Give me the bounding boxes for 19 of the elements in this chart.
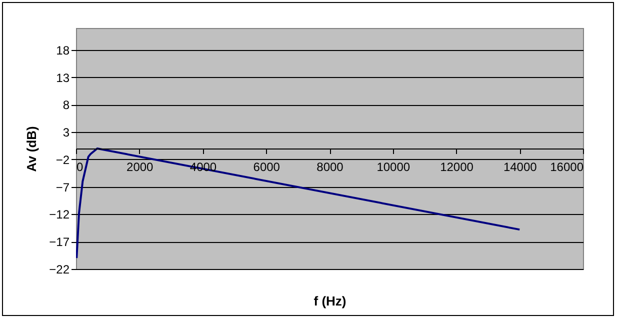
y-tick-label: 3 bbox=[62, 126, 70, 140]
x-tick-label: 8000 bbox=[316, 160, 344, 174]
y-tick-label: 18 bbox=[56, 43, 70, 58]
x-tick-label: 16000 bbox=[550, 160, 584, 174]
x-tick-label: 10000 bbox=[376, 160, 410, 174]
x-tick-label: 0 bbox=[76, 160, 84, 174]
x-tick-label: 2000 bbox=[126, 160, 154, 174]
x-tick-label: 6000 bbox=[253, 160, 280, 174]
y-tick-label: 13 bbox=[56, 70, 70, 85]
y-tick-label: −2 bbox=[56, 152, 70, 167]
y-tick-label: 8 bbox=[62, 98, 70, 112]
y-axis-title: Av (dB) bbox=[24, 126, 40, 172]
y-tick-label: −7 bbox=[56, 180, 70, 194]
y-tick-label: −22 bbox=[49, 262, 70, 276]
x-axis-title: f (Hz) bbox=[314, 294, 346, 308]
x-tick-label: 12000 bbox=[440, 160, 474, 174]
x-tick-label: 14000 bbox=[503, 160, 538, 174]
y-tick-label: −17 bbox=[49, 235, 70, 250]
y-tick-label: −12 bbox=[49, 208, 70, 222]
